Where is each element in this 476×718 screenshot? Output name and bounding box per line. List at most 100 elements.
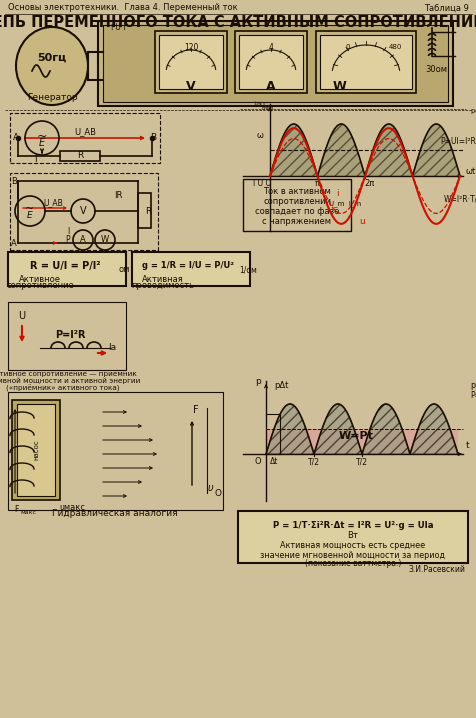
Text: P = 1/T·Σi²R·Δt = I²R = U²·g = UIа: P = 1/T·Σi²R·Δt = I²R = U²·g = UIа bbox=[272, 521, 432, 531]
Text: F: F bbox=[193, 405, 198, 415]
Text: 480: 480 bbox=[387, 44, 401, 50]
Text: IR: IR bbox=[114, 190, 122, 200]
Bar bbox=[319, 35, 411, 89]
Text: значение мгновенной мощности за период: значение мгновенной мощности за период bbox=[260, 551, 445, 559]
Polygon shape bbox=[409, 404, 457, 454]
Text: сопротивление: сопротивление bbox=[6, 281, 74, 291]
Text: W=I²R·T/2: W=I²R·T/2 bbox=[443, 195, 476, 204]
Text: Активная: Активная bbox=[142, 276, 183, 284]
Polygon shape bbox=[317, 124, 364, 176]
Text: p: p bbox=[255, 376, 260, 386]
Text: активной мощности и активной энергии: активной мощности и активной энергии bbox=[0, 378, 140, 384]
Bar bbox=[8, 302, 126, 370]
Text: Активное: Активное bbox=[19, 276, 61, 284]
Text: 30ом: 30ом bbox=[424, 65, 446, 75]
Ellipse shape bbox=[16, 27, 88, 105]
Text: 50гц: 50гц bbox=[37, 53, 67, 63]
Text: W: W bbox=[100, 236, 109, 245]
Text: O: O bbox=[254, 457, 261, 465]
Text: T/2: T/2 bbox=[355, 457, 367, 467]
Bar bbox=[242, 179, 350, 231]
Bar bbox=[8, 252, 126, 286]
Text: Iа: Iа bbox=[108, 342, 116, 352]
Text: P=UI=I²R: P=UI=I²R bbox=[439, 138, 475, 146]
Text: совпадает по фазе: совпадает по фазе bbox=[254, 207, 338, 215]
Text: ω: ω bbox=[256, 131, 263, 141]
Text: i: i bbox=[336, 190, 338, 198]
Text: mIm: mIm bbox=[261, 106, 274, 111]
Text: 4: 4 bbox=[268, 44, 273, 52]
Text: Основы электротехники.  Глава 4. Переменный ток: Основы электротехники. Глава 4. Переменн… bbox=[8, 4, 237, 12]
Bar bbox=[12, 400, 60, 500]
Text: R: R bbox=[77, 151, 83, 161]
Bar bbox=[17, 404, 55, 496]
Bar bbox=[132, 252, 249, 286]
Text: ~: ~ bbox=[25, 204, 35, 214]
Text: F: F bbox=[14, 505, 19, 515]
Text: (показание ваттметра.): (показание ваттметра.) bbox=[304, 559, 400, 567]
Bar bbox=[60, 151, 100, 161]
Text: 0: 0 bbox=[345, 44, 349, 50]
Text: ½U: ½U bbox=[253, 102, 266, 108]
Bar bbox=[103, 25, 447, 102]
Text: A: A bbox=[13, 134, 19, 142]
Text: E: E bbox=[27, 210, 33, 220]
Text: B: B bbox=[11, 177, 17, 185]
Text: Гидравлическая аналогия: Гидравлическая аналогия bbox=[52, 510, 178, 518]
Text: U_АВ: U_АВ bbox=[43, 198, 63, 208]
Bar bbox=[315, 31, 415, 93]
Text: R = U/I = P/I²: R = U/I = P/I² bbox=[30, 261, 100, 271]
Polygon shape bbox=[412, 124, 459, 176]
Bar bbox=[138, 193, 151, 228]
Bar bbox=[98, 21, 452, 106]
Polygon shape bbox=[364, 124, 412, 176]
Bar bbox=[235, 31, 307, 93]
Text: A: A bbox=[80, 236, 86, 245]
Text: Генератор: Генератор bbox=[27, 93, 77, 103]
Text: ↑U I: ↑U I bbox=[109, 24, 125, 32]
Text: 120: 120 bbox=[183, 44, 198, 52]
Text: проводимость: проводимость bbox=[131, 281, 194, 291]
Text: W: W bbox=[332, 80, 346, 93]
Text: P=I²R: P=I²R bbox=[469, 391, 476, 401]
Text: ~: ~ bbox=[37, 129, 47, 142]
Text: pΔt: pΔt bbox=[273, 381, 288, 391]
Text: I: I bbox=[67, 228, 69, 236]
Text: E: E bbox=[39, 138, 45, 148]
Polygon shape bbox=[361, 404, 409, 454]
Text: Таблица 9: Таблица 9 bbox=[423, 4, 468, 12]
Bar bbox=[238, 35, 302, 89]
Text: насос: насос bbox=[33, 439, 39, 460]
Text: υмакс: υмакс bbox=[59, 503, 85, 513]
Text: A: A bbox=[266, 80, 275, 93]
Text: сопротивлении: сопротивлении bbox=[262, 197, 330, 205]
Text: υ: υ bbox=[207, 483, 212, 493]
Text: ωt: ωt bbox=[465, 167, 475, 175]
Text: З.И.Расевский: З.И.Расевский bbox=[407, 566, 464, 574]
Text: Активное сопротивление — приёмник: Активное сопротивление — приёмник bbox=[0, 370, 136, 378]
Text: W=Pt: W=Pt bbox=[338, 431, 373, 441]
Bar bbox=[8, 392, 223, 510]
Text: Δt: Δt bbox=[269, 457, 278, 465]
Text: V: V bbox=[79, 206, 86, 216]
Text: π: π bbox=[314, 180, 319, 189]
Text: Вт: Вт bbox=[347, 531, 357, 541]
Text: 2π: 2π bbox=[364, 180, 374, 189]
Text: макс: макс bbox=[20, 510, 36, 516]
Polygon shape bbox=[266, 429, 457, 454]
Text: t: t bbox=[465, 442, 469, 450]
Text: A: A bbox=[11, 238, 17, 248]
Bar bbox=[155, 31, 227, 93]
Text: U: U bbox=[19, 311, 26, 321]
Text: p=i²R: p=i²R bbox=[469, 381, 476, 391]
Text: P=I²R: P=I²R bbox=[55, 330, 85, 340]
Text: U_m  I_m: U_m I_m bbox=[329, 200, 361, 208]
Text: R: R bbox=[145, 207, 151, 215]
Text: I U O: I U O bbox=[252, 180, 271, 189]
Text: T/2: T/2 bbox=[307, 457, 319, 467]
Text: («приёмник» активного тока): («приёмник» активного тока) bbox=[6, 384, 119, 392]
Text: U_АВ: U_АВ bbox=[74, 128, 96, 136]
Text: P: P bbox=[66, 236, 70, 245]
Text: 1/ом: 1/ом bbox=[238, 266, 257, 274]
Text: O: O bbox=[214, 488, 221, 498]
